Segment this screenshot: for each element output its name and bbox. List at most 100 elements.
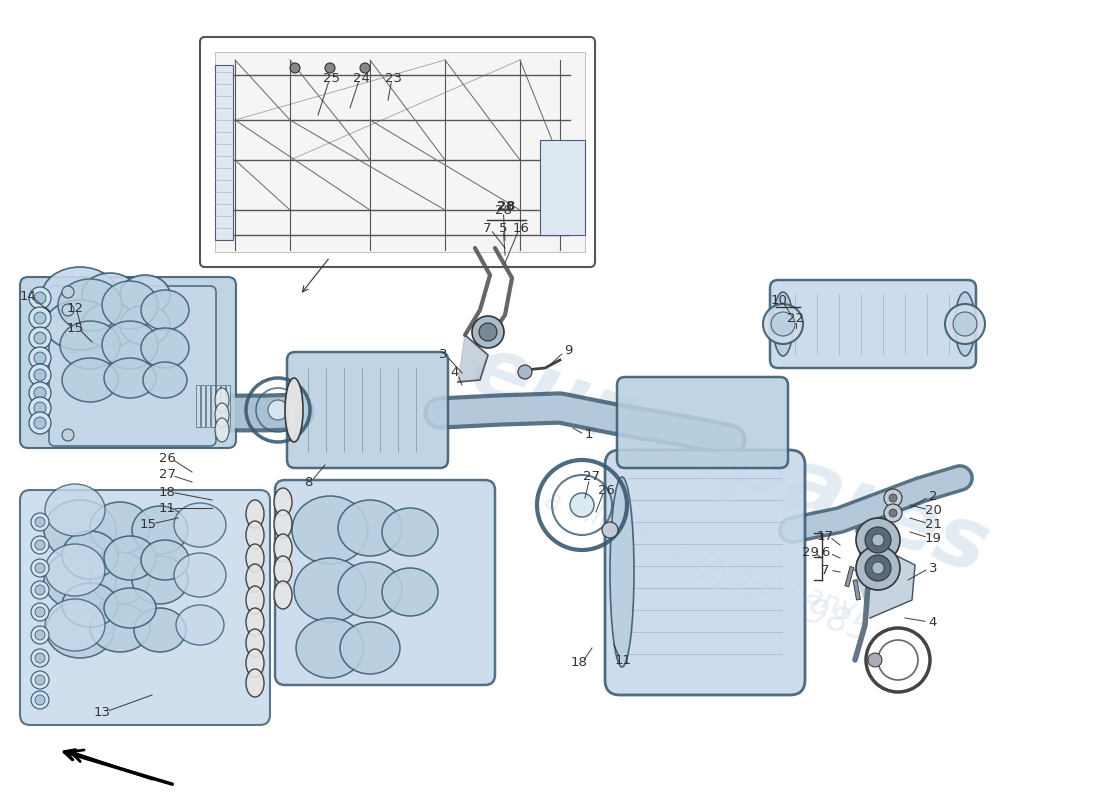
- Text: 18: 18: [158, 486, 175, 498]
- Ellipse shape: [338, 500, 402, 556]
- Ellipse shape: [285, 378, 303, 442]
- Text: 2: 2: [928, 490, 937, 502]
- Ellipse shape: [382, 568, 438, 616]
- Circle shape: [35, 607, 45, 617]
- Circle shape: [35, 585, 45, 595]
- Circle shape: [268, 400, 288, 420]
- Bar: [196, 385, 200, 427]
- Circle shape: [29, 347, 51, 369]
- Ellipse shape: [246, 544, 264, 572]
- FancyBboxPatch shape: [50, 286, 216, 446]
- Text: 25: 25: [322, 71, 340, 85]
- Text: 5: 5: [498, 222, 507, 234]
- Ellipse shape: [338, 562, 402, 618]
- Text: 9: 9: [564, 345, 572, 358]
- Circle shape: [35, 630, 45, 640]
- Circle shape: [324, 63, 336, 73]
- Ellipse shape: [274, 556, 292, 584]
- Circle shape: [34, 352, 46, 364]
- Circle shape: [34, 332, 46, 344]
- Ellipse shape: [246, 500, 264, 528]
- Circle shape: [771, 312, 795, 336]
- Circle shape: [868, 653, 882, 667]
- Circle shape: [945, 304, 984, 344]
- Ellipse shape: [102, 321, 158, 369]
- Circle shape: [884, 489, 902, 507]
- Circle shape: [29, 412, 51, 434]
- FancyArrowPatch shape: [70, 750, 153, 779]
- Ellipse shape: [90, 502, 150, 554]
- Bar: [226, 385, 230, 427]
- Text: eurospares: eurospares: [460, 328, 1000, 592]
- Ellipse shape: [60, 321, 120, 369]
- Ellipse shape: [274, 581, 292, 609]
- Circle shape: [763, 304, 803, 344]
- Ellipse shape: [42, 267, 118, 323]
- Ellipse shape: [104, 358, 156, 398]
- Text: 15: 15: [140, 518, 156, 530]
- Polygon shape: [855, 555, 915, 618]
- Ellipse shape: [90, 604, 150, 652]
- Circle shape: [34, 387, 46, 399]
- FancyBboxPatch shape: [605, 450, 805, 695]
- Circle shape: [31, 581, 50, 599]
- Bar: [214, 65, 233, 240]
- Text: 12: 12: [66, 302, 84, 314]
- FancyBboxPatch shape: [20, 277, 236, 448]
- Ellipse shape: [90, 552, 150, 604]
- Circle shape: [29, 307, 51, 329]
- Ellipse shape: [141, 328, 189, 368]
- Circle shape: [872, 534, 884, 546]
- Ellipse shape: [141, 290, 189, 330]
- Text: 23: 23: [385, 71, 402, 85]
- Circle shape: [35, 675, 45, 685]
- FancyBboxPatch shape: [20, 490, 270, 725]
- Ellipse shape: [292, 496, 368, 564]
- Ellipse shape: [610, 477, 634, 667]
- Text: 27: 27: [583, 470, 600, 483]
- Circle shape: [35, 563, 45, 573]
- Circle shape: [31, 671, 50, 689]
- Text: 4: 4: [451, 366, 459, 379]
- Ellipse shape: [176, 605, 224, 645]
- Text: 14: 14: [20, 290, 36, 302]
- FancyBboxPatch shape: [770, 280, 976, 368]
- Ellipse shape: [274, 510, 292, 538]
- Ellipse shape: [82, 273, 138, 317]
- Text: 1: 1: [585, 429, 593, 442]
- Circle shape: [889, 494, 896, 502]
- Ellipse shape: [45, 484, 104, 536]
- Ellipse shape: [174, 553, 226, 597]
- Text: 18: 18: [571, 657, 587, 670]
- Ellipse shape: [294, 558, 366, 622]
- Circle shape: [34, 369, 46, 381]
- Bar: [211, 385, 215, 427]
- Polygon shape: [458, 335, 488, 382]
- Circle shape: [31, 559, 50, 577]
- Ellipse shape: [214, 418, 229, 442]
- Ellipse shape: [955, 292, 975, 356]
- Text: 24: 24: [353, 71, 370, 85]
- Circle shape: [360, 63, 370, 73]
- Ellipse shape: [246, 521, 264, 549]
- Ellipse shape: [174, 503, 226, 547]
- Circle shape: [865, 527, 891, 553]
- Ellipse shape: [382, 508, 438, 556]
- Bar: [845, 566, 854, 587]
- Circle shape: [34, 292, 46, 304]
- Circle shape: [290, 63, 300, 73]
- Circle shape: [31, 626, 50, 644]
- Circle shape: [884, 504, 902, 522]
- Bar: [221, 385, 226, 427]
- Text: 8: 8: [304, 475, 312, 489]
- Bar: [201, 385, 205, 427]
- Text: 10: 10: [771, 294, 788, 307]
- Ellipse shape: [214, 388, 229, 412]
- Text: 29: 29: [802, 546, 818, 559]
- FancyBboxPatch shape: [275, 480, 495, 685]
- Ellipse shape: [773, 292, 793, 356]
- Circle shape: [856, 518, 900, 562]
- Circle shape: [35, 653, 45, 663]
- Text: 17: 17: [816, 530, 834, 542]
- Bar: [214, 52, 585, 252]
